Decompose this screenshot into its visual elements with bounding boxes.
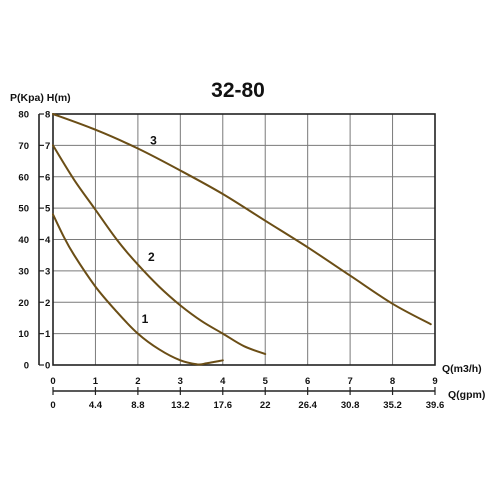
chart-title: 32-80 [211, 79, 265, 102]
curve-label-1: 1 [142, 312, 149, 326]
curve-3 [52, 113, 432, 326]
h-tick-label: 3 [45, 266, 50, 277]
x-tick-label: 0 [50, 376, 55, 387]
h-tick-label: 8 [45, 110, 50, 121]
x-tick-label: 7 [347, 376, 352, 387]
x-tick-label: 3 [178, 376, 183, 387]
p-tick-label: 30 [18, 266, 29, 277]
curve-1 [52, 213, 224, 366]
p-tick-label: 40 [18, 235, 29, 246]
gpm-tick-label: 0 [50, 400, 55, 411]
x-tick-label: 2 [135, 376, 140, 387]
curve-layer: 1 2 3 [52, 113, 432, 366]
p-tick-label: 60 [18, 172, 29, 183]
gpm-tick-label: 30.8 [341, 400, 360, 411]
p-tick-label: 80 [18, 110, 29, 121]
gpm-tick-label: 8.8 [131, 400, 144, 411]
x-tick-label: 1 [93, 376, 99, 387]
axis-layer: 0 010 120 230 340 450 560 670 780 80 1 2 3 4 5 6 7 8 90 4.4… [18, 110, 444, 412]
x-tick-label: 5 [263, 376, 269, 387]
x-axis-title-secondary: Q(gpm) [448, 389, 485, 401]
curve-label-2: 2 [148, 250, 155, 264]
y-axis-title: P(Kpa) H(m) [10, 92, 71, 104]
h-tick-label: 4 [45, 235, 51, 246]
gpm-tick-label: 35.2 [383, 400, 402, 411]
h-tick-label: 1 [45, 329, 51, 340]
p-tick-label: 70 [18, 141, 29, 152]
grid-layer [52, 113, 436, 366]
x-tick-label: 6 [305, 376, 310, 387]
p-tick-label: 20 [18, 298, 29, 309]
curve-2 [52, 144, 267, 355]
gpm-tick-label: 39.6 [426, 400, 445, 411]
h-tick-label: 0 [45, 361, 50, 372]
h-tick-label: 5 [45, 204, 51, 215]
curve-label-3: 3 [150, 134, 157, 148]
gpm-tick-label: 13.2 [171, 400, 190, 411]
h-tick-label: 6 [45, 172, 50, 183]
x-tick-label: 4 [220, 376, 226, 387]
gpm-tick-label: 4.4 [89, 400, 103, 411]
x-tick-label: 8 [390, 376, 395, 387]
gpm-tick-label: 17.6 [214, 400, 233, 411]
p-tick-label: 50 [18, 204, 29, 215]
x-tick-label: 9 [432, 376, 437, 387]
gpm-tick-label: 22 [260, 400, 271, 411]
plot-frame [52, 113, 436, 366]
p-tick-label: 10 [18, 329, 29, 340]
h-tick-label: 2 [45, 298, 50, 309]
gpm-tick-label: 26.4 [298, 400, 317, 411]
h-tick-label: 7 [45, 141, 50, 152]
p-tick-label: 0 [24, 361, 29, 372]
x-axis-title-primary: Q(m3/h) [442, 363, 482, 375]
